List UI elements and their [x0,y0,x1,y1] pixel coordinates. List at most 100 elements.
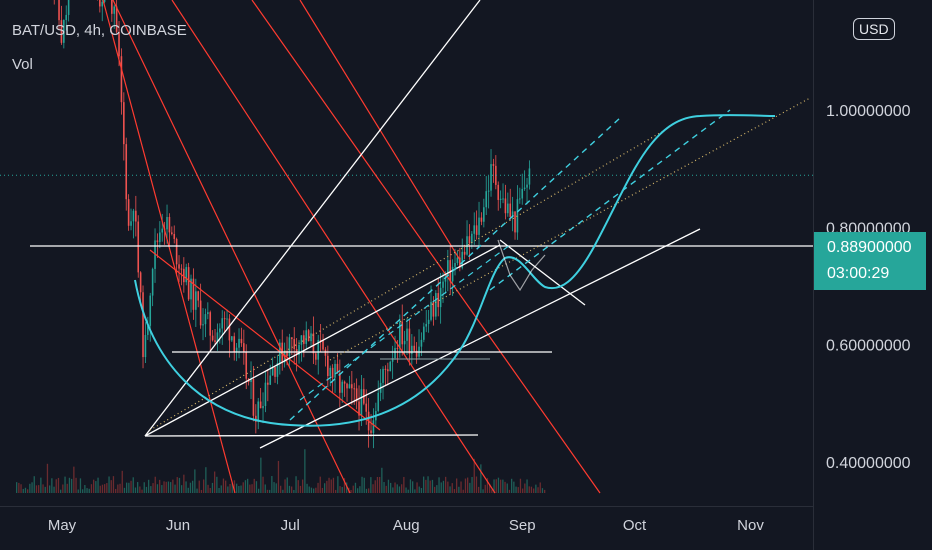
volume-bar [293,489,295,493]
candle-body [288,337,291,356]
volume-bar [262,476,264,493]
currency-button[interactable]: USD [853,18,895,40]
candle-body [425,323,428,327]
candle-body [187,267,190,300]
volume-bar [528,486,530,493]
candle-body [139,272,142,293]
volume-bar [187,487,189,493]
candle-body [159,232,161,243]
volume-bar [526,479,528,493]
volume-bar [284,479,286,493]
candle-body [291,337,293,340]
candle-body [238,338,240,348]
volume-bar [357,488,359,493]
x-tick-label: May [48,517,77,534]
volume-bar [530,486,533,493]
volume-bar [73,466,75,493]
volume-bar [271,476,273,493]
volume-bar [489,484,491,493]
candle-body [473,225,476,234]
volume-bar [203,479,205,493]
candle-body [293,339,296,350]
volume-bar [82,489,84,493]
candle-body [178,264,180,269]
volume-bar [420,488,423,493]
candle-body [521,188,524,199]
candle-body [353,388,356,390]
candle-body [199,300,202,326]
volume-bar [170,482,172,493]
candle-body [214,340,216,343]
candle-body [204,314,207,325]
candle-body [264,382,267,406]
candle-body [423,326,425,340]
candle-body [252,378,255,416]
volume-bar [104,484,106,493]
candle-body [60,20,63,43]
candle-body [360,389,363,416]
volume-bar [315,487,317,493]
volume-bar [451,483,453,493]
volume-bar [275,483,277,493]
volume-bar [251,484,253,493]
candle-body [243,343,245,352]
volume-bar [354,482,357,493]
candle-body [432,301,435,317]
volume-bar [244,480,247,493]
volume-bar [304,449,306,493]
volume-bar [57,477,60,493]
candle-body [262,405,264,409]
volume-bar [16,482,18,493]
volume-bar [121,470,123,493]
volume-bar [33,476,35,493]
candle-body [233,336,236,353]
volume-bar [497,477,500,493]
volume-bar [522,488,524,493]
last-price-value: 0.88900000 [827,239,912,256]
volume-bar [434,486,436,493]
volume-bar [376,476,379,493]
volume-bar [504,481,506,493]
volume-bar [493,479,495,493]
y-tick-label: 0.40000000 [826,455,911,472]
volume-bar [231,483,233,493]
volume-bar [517,487,519,493]
volume-bar [130,480,132,493]
volume-bar [154,476,156,493]
volume-bar [148,479,150,493]
candle-body [312,333,315,354]
volume-bar [365,488,368,493]
candle-body [322,340,324,350]
volume-bar [49,485,51,493]
volume-bar [216,476,218,493]
volume-bar [66,483,68,493]
candle-body [499,198,502,200]
volume-bar [330,479,332,493]
volume-bar [321,487,324,493]
y-tick-label: 1.00000000 [826,103,911,120]
volume-bar [535,484,537,493]
candle-body [303,335,305,344]
volume-bar [238,486,240,493]
candle-body [394,347,396,359]
volume-bar [152,483,154,493]
volume-bar [240,485,242,493]
x-tick-label: Sep [509,517,536,534]
candle-body [442,281,444,288]
candle-body [231,336,233,341]
candle-body [411,345,413,354]
volume-bar [132,477,134,493]
candle-body [67,0,70,15]
candle-body [113,6,116,14]
volume-bar [218,487,220,493]
candle-body [509,203,512,217]
volume-bar [75,477,77,493]
volume-bar [319,476,321,493]
volume-bar [260,457,262,493]
volume-bar [282,489,284,493]
candle-body [528,168,531,185]
volume-bar [189,482,192,493]
candle-body [351,384,353,389]
trendline-white [499,239,586,306]
